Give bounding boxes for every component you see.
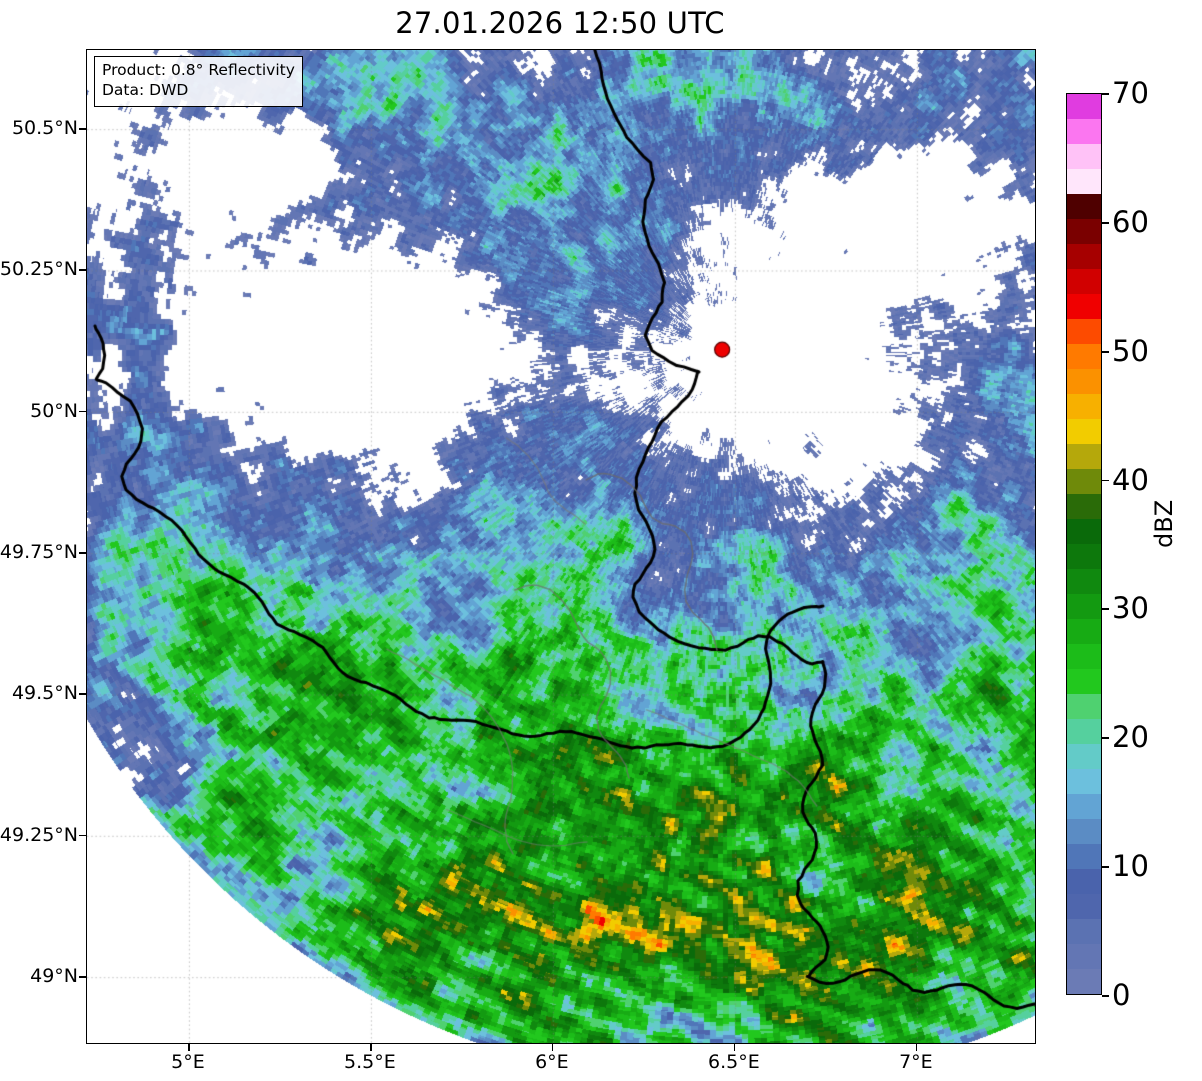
colorbar-band-4 [1067,868,1101,894]
colorbar-tick-label-7: 70 [1112,76,1149,110]
y-tick-label-5: 49.25°N [0,823,78,846]
page-title: 27.01.2026 12:50 UTC [395,6,725,40]
y-tick-label-0: 50.5°N [11,117,78,140]
y-tick-label-4: 49.5°N [11,682,78,705]
colorbar-band-23 [1067,393,1101,419]
colorbar-tick-label-2: 20 [1112,720,1149,755]
y-tick-mark-5 [79,834,86,837]
colorbar-tick-mark-0 [1102,995,1109,997]
colorbar-band-9 [1067,743,1101,769]
colorbar-tick-mark-2 [1102,737,1109,740]
colorbar-band-11 [1067,693,1101,719]
colorbar-tick-label-3: 30 [1112,591,1149,626]
colorbar-tick-mark-5 [1102,350,1109,353]
y-tick-mark-2 [79,410,86,413]
x-tick-mark-2 [551,1044,554,1051]
colorbar-band-13 [1067,643,1101,669]
colorbar-band-32 [1067,168,1101,194]
colorbar-band-19 [1067,493,1101,519]
info-product-line: Product: 0.8° Reflectivity [102,61,295,79]
y-tick-label-2: 50°N [30,399,78,422]
colorbar-band-26 [1067,318,1101,344]
y-tick-mark-1 [79,269,86,272]
y-tick-mark-4 [79,693,86,696]
colorbar-tick-label-4: 40 [1112,462,1149,497]
colorbar-band-22 [1067,418,1101,444]
y-tick-mark-0 [79,128,86,130]
y-tick-label-6: 49°N [30,965,78,988]
x-tick-label-2: 6°E [535,1051,569,1073]
colorbar-band-29 [1067,243,1101,269]
colorbar-tick-mark-6 [1102,221,1109,224]
y-tick-label-1: 50.25°N [0,258,78,281]
product-info-box: Product: 0.8° Reflectivity Data: DWD [94,56,303,107]
colorbar-tick-label-6: 60 [1112,204,1149,239]
info-data-line: Data: DWD [102,80,189,99]
colorbar-band-16 [1067,568,1101,594]
x-tick-label-1: 5.5°E [344,1051,396,1073]
colorbar-tick-mark-4 [1102,479,1109,482]
colorbar-tick-label-5: 50 [1112,333,1149,368]
colorbar-band-12 [1067,668,1101,695]
colorbar-tick-mark-1 [1102,866,1109,868]
colorbar-band-35 [1067,94,1101,119]
colorbar-tick-label-0: 0 [1112,978,1131,1012]
colorbar-tick-label-1: 10 [1112,849,1149,884]
colorbar-band-33 [1067,143,1101,169]
colorbar-band-21 [1067,443,1101,469]
colorbar-band-18 [1067,518,1101,544]
colorbar-band-14 [1067,618,1101,644]
x-tick-label-0: 5°E [171,1051,205,1073]
colorbar-band-2 [1067,918,1101,944]
colorbar-band-1 [1067,943,1101,969]
colorbar-band-28 [1067,268,1101,294]
x-tick-mark-3 [733,1044,736,1051]
radar-reflectivity-map[interactable] [87,50,1035,1043]
colorbar-tick-mark-7 [1102,93,1109,95]
y-tick-mark-3 [79,552,86,554]
colorbar-band-20 [1067,468,1101,494]
x-tick-mark-4 [915,1044,918,1051]
colorbar-band-17 [1067,543,1101,569]
colorbar-band-27 [1067,293,1101,319]
colorbar-band-24 [1067,368,1101,395]
colorbar[interactable] [1066,93,1102,995]
colorbar-band-30 [1067,218,1101,244]
x-tick-label-3: 6.5°E [708,1051,760,1073]
colorbar-band-5 [1067,843,1101,869]
x-tick-mark-0 [187,1044,190,1051]
x-tick-label-4: 7°E [899,1051,933,1073]
radar-plot-area[interactable] [86,49,1036,1044]
colorbar-axis-label: dBZ [1150,499,1178,548]
colorbar-band-25 [1067,343,1101,369]
colorbar-band-7 [1067,793,1101,819]
colorbar-band-8 [1067,768,1101,794]
colorbar-band-10 [1067,718,1101,744]
colorbar-band-34 [1067,118,1101,144]
colorbar-band-6 [1067,818,1101,845]
colorbar-band-15 [1067,593,1101,619]
colorbar-band-31 [1067,193,1101,219]
colorbar-tick-mark-3 [1102,608,1109,611]
y-tick-mark-6 [79,976,86,978]
colorbar-band-0 [1067,968,1101,994]
colorbar-band-3 [1067,893,1101,920]
y-tick-label-3: 49.75°N [0,541,78,564]
x-tick-mark-1 [369,1044,372,1051]
